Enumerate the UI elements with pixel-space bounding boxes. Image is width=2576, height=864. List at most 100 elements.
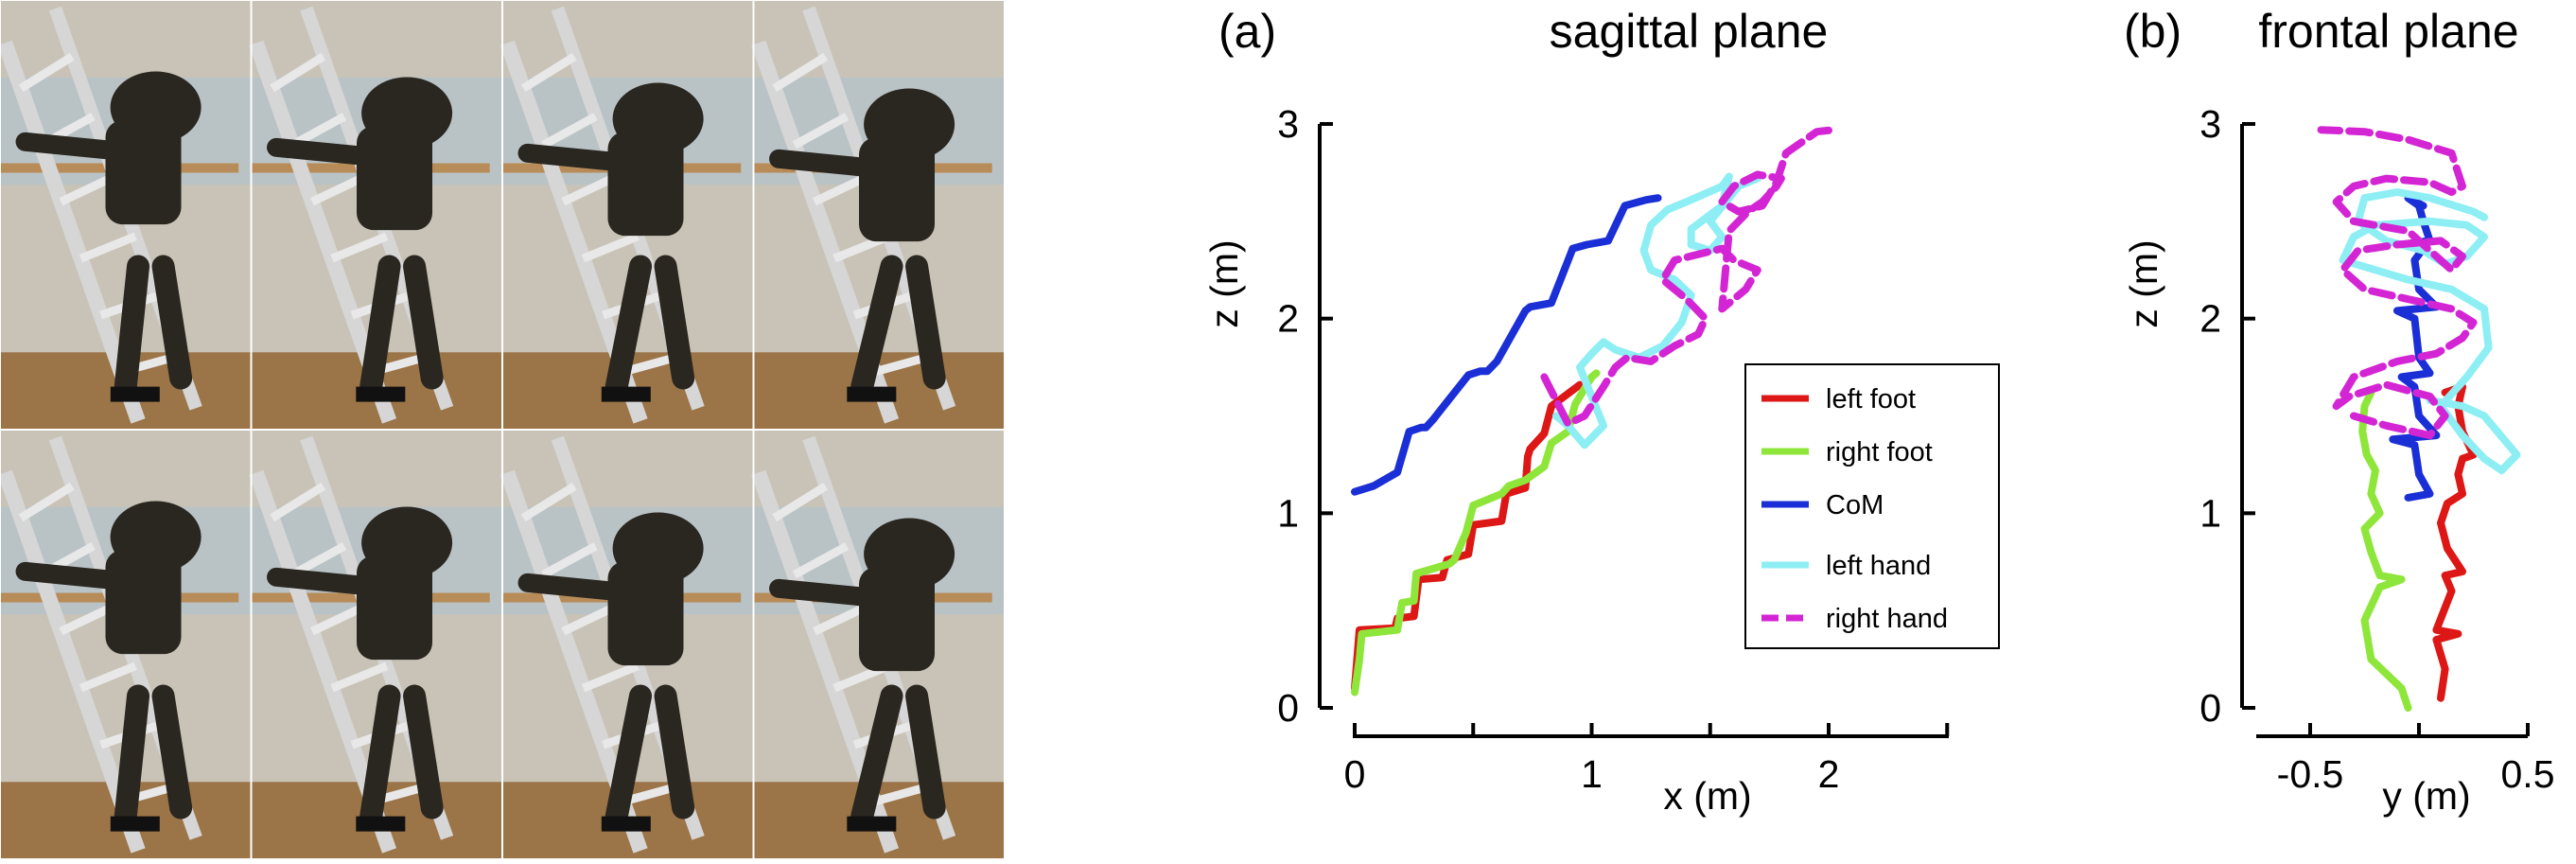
- robot-arm: [769, 578, 876, 607]
- ladder-rung: [520, 52, 577, 93]
- series-right-foot: [1351, 369, 1601, 696]
- robot-leg: [114, 684, 150, 828]
- legend-label-right-foot: right foot: [1826, 437, 1933, 467]
- y-tick-label: 3: [1277, 102, 1299, 146]
- ladder-rung: [520, 482, 577, 522]
- robot-leg: [654, 684, 695, 820]
- y-tick-label: 0: [1277, 686, 1299, 730]
- legend-label-com: CoM: [1826, 490, 1884, 520]
- robot-foot: [356, 816, 406, 832]
- ladder-rail: [0, 40, 146, 424]
- ladder-rung: [59, 172, 116, 206]
- y-axis-label: z (m): [2122, 239, 2165, 327]
- legend-label-left-hand: left hand: [1826, 551, 1931, 581]
- series-right-hand: [2317, 126, 2478, 440]
- robot-torso: [607, 132, 684, 237]
- photo-frame-1: [0, 0, 253, 431]
- y-tick-label: 1: [1277, 491, 1299, 535]
- y-tick-label: 2: [1277, 297, 1299, 341]
- chart-title: sagittal plane: [1550, 5, 1829, 58]
- robot-leg: [654, 255, 695, 390]
- photo-frame-4: [751, 0, 1006, 431]
- ladder-rung: [561, 172, 619, 206]
- legend-label-left-foot: left foot: [1826, 384, 1916, 414]
- robot-photo-grid: [0, 0, 1006, 860]
- series-com: [2389, 194, 2441, 502]
- robot-foot: [847, 816, 897, 832]
- photo-frame-5: [0, 429, 253, 860]
- robot-arm: [15, 132, 123, 160]
- y-tick-label: 1: [2199, 491, 2221, 535]
- ladder-rung: [79, 661, 137, 693]
- chart-title: frontal plane: [2258, 5, 2518, 58]
- series-right-hand: [1540, 126, 1837, 428]
- photo-frame-7: [499, 429, 755, 860]
- robot-leg: [403, 255, 444, 390]
- legend: left foot right foot CoM left hand right han…: [1744, 363, 2000, 649]
- ladder-rung: [772, 52, 829, 93]
- x-tick-label: 1: [1581, 752, 1603, 796]
- ladder-rung: [309, 172, 368, 206]
- y-axis-label: z (m): [1202, 239, 1246, 327]
- ladder-rail: [0, 469, 146, 854]
- ladder-rung: [812, 172, 870, 206]
- ladder-rung: [270, 482, 326, 522]
- robot-leg: [359, 684, 401, 828]
- ladder-rung: [792, 542, 850, 579]
- ladder-rung: [330, 661, 389, 693]
- ladder-rung: [59, 602, 116, 636]
- robot-torso: [607, 561, 684, 666]
- robot-arm: [15, 561, 123, 590]
- robot-leg: [359, 255, 401, 398]
- ladder-rung: [289, 542, 347, 579]
- robot-foot: [601, 816, 651, 832]
- robot-leg: [114, 255, 150, 398]
- series-left-hand: [1551, 172, 1761, 450]
- y-tick-label: 2: [2199, 297, 2221, 341]
- photo-frame-8: [751, 429, 1006, 860]
- robot-foot: [110, 816, 160, 832]
- ladder-rung: [772, 482, 829, 522]
- robot-arm: [517, 143, 625, 171]
- robot-leg: [850, 255, 903, 398]
- ladder-rung: [79, 232, 137, 263]
- robot-foot: [847, 386, 897, 402]
- series-left-hand: [2339, 188, 2521, 475]
- ladder-rung: [289, 113, 347, 150]
- ladder-rung: [792, 113, 850, 150]
- ladder-rung: [541, 542, 598, 579]
- photo-frame-6: [249, 429, 503, 860]
- ladder-rung: [581, 661, 640, 693]
- ladder-rung: [541, 113, 598, 150]
- series-com: [1351, 194, 1662, 496]
- robot-leg: [403, 684, 444, 820]
- x-tick-label: 2: [1818, 752, 1840, 796]
- photo-sequence: [0, 0, 1006, 860]
- robot-leg: [151, 255, 193, 390]
- photo-frame-3: [499, 0, 755, 431]
- robot-leg: [905, 684, 946, 820]
- ladder-rung: [812, 602, 870, 636]
- robot-leg: [151, 684, 193, 820]
- ladder-rung: [581, 232, 640, 263]
- ladder-rung: [270, 52, 326, 93]
- panel-label: (a): [1218, 5, 1276, 58]
- x-tick-label: 0.5: [2501, 752, 2555, 796]
- robot-torso: [105, 120, 182, 225]
- robot-torso: [357, 126, 433, 231]
- y-tick-label: 0: [2199, 686, 2221, 730]
- robot-leg: [605, 684, 653, 828]
- robot-foot: [110, 386, 160, 402]
- robot-arm: [769, 149, 876, 177]
- robot-arm: [267, 567, 374, 595]
- robot-foot: [356, 386, 406, 402]
- robot-arm: [517, 573, 625, 601]
- robot-torso: [859, 137, 936, 242]
- chart-panel-a: (a) sagittal plane 0 1 2 3 0 1 2 x (m) z (m) left f…: [1202, 5, 2000, 818]
- ladder-rung: [18, 482, 75, 522]
- ladder-rung: [18, 52, 75, 93]
- robot-arm: [267, 137, 374, 166]
- ladder-rung: [561, 602, 619, 636]
- x-axis-label: y (m): [2382, 774, 2470, 818]
- panel-label: (b): [2124, 5, 2182, 58]
